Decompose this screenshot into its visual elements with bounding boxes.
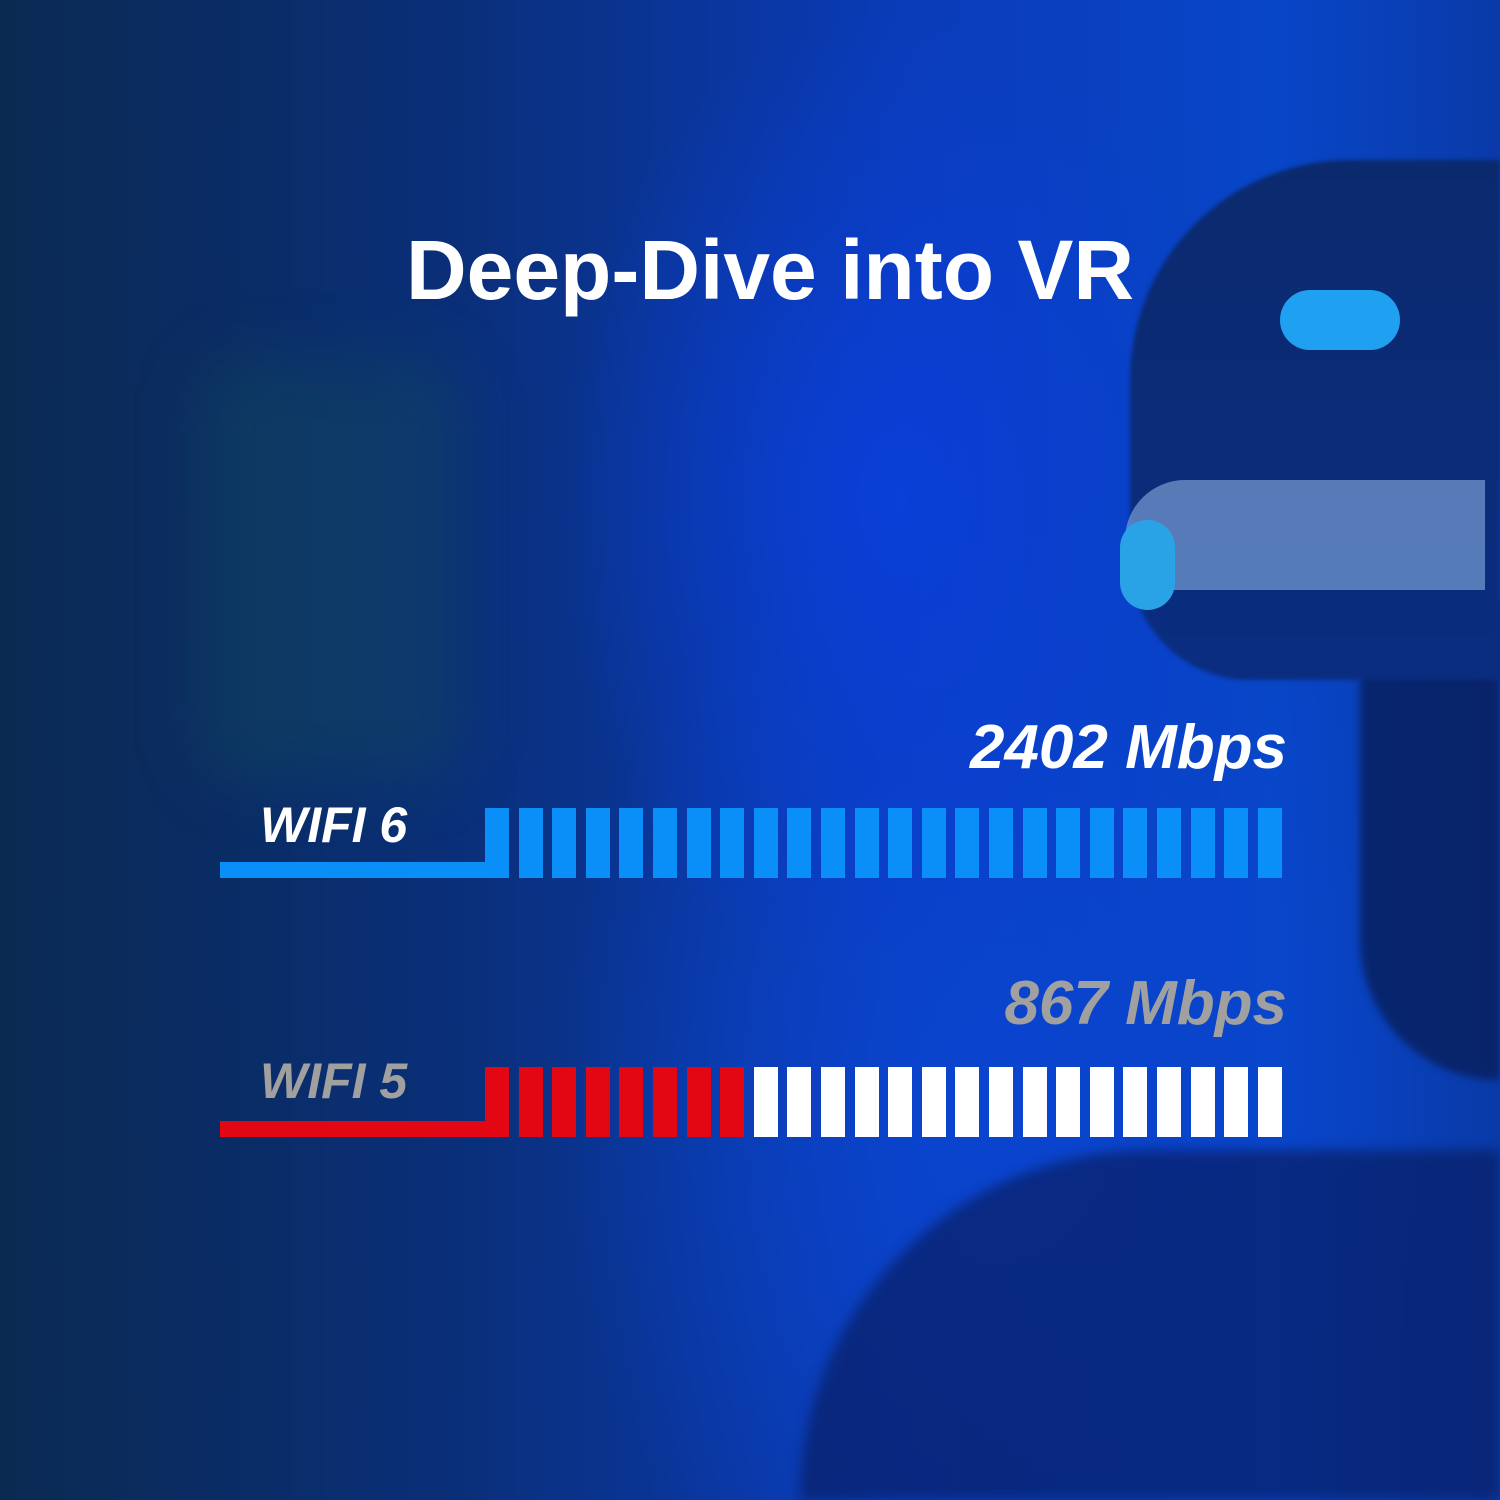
bar-segment-filled bbox=[720, 808, 745, 878]
bar-segment-filled bbox=[888, 808, 913, 878]
wifi6-speed: 2402 Mbps bbox=[969, 713, 1287, 782]
bar-segment-filled bbox=[821, 808, 845, 878]
bar-segment-empty bbox=[753, 1067, 778, 1137]
bar-segment-empty bbox=[989, 1067, 1013, 1137]
bar-segment-empty bbox=[921, 1067, 946, 1137]
bar-baseline bbox=[220, 1121, 509, 1137]
bar-segment-filled bbox=[552, 808, 577, 878]
bar-segment-filled bbox=[1022, 808, 1047, 878]
bar-segment-filled bbox=[1123, 808, 1148, 878]
bar-segment-filled bbox=[1089, 808, 1114, 878]
bar-segment-filled bbox=[619, 808, 644, 878]
vr-headset-light bbox=[1280, 290, 1400, 350]
bar-segment-filled bbox=[585, 1067, 610, 1137]
bar-segment-empty bbox=[1157, 1067, 1181, 1137]
page-title: Deep-Dive into VR bbox=[405, 223, 1135, 317]
bar-segment-empty bbox=[1190, 1067, 1215, 1137]
bar-segment-filled bbox=[921, 808, 946, 878]
bar-segment-filled bbox=[787, 808, 812, 878]
bar-segment-filled bbox=[1157, 808, 1181, 878]
bar-segment-filled bbox=[653, 808, 677, 878]
person-face bbox=[1360, 600, 1500, 1080]
bar-segment-filled bbox=[854, 808, 879, 878]
bar-segment-filled bbox=[686, 808, 711, 878]
vr-headset-band bbox=[1125, 480, 1485, 590]
vr-headset-side-light bbox=[1120, 520, 1175, 610]
bar-segment-filled bbox=[753, 808, 778, 878]
wifi6-label: WIFI 6 bbox=[260, 797, 408, 853]
wifi5-speed: 867 Mbps bbox=[1004, 969, 1287, 1038]
bar-segment-filled bbox=[518, 808, 543, 878]
bar-segment-filled bbox=[1056, 808, 1081, 878]
bar-segment-empty bbox=[1089, 1067, 1114, 1137]
bar-segment-empty bbox=[854, 1067, 879, 1137]
bar-segment-filled bbox=[1190, 808, 1215, 878]
bar-segment-filled bbox=[485, 808, 509, 878]
bar-segment-empty bbox=[955, 1067, 980, 1137]
bar-segment-filled bbox=[989, 808, 1013, 878]
bar-segment-filled bbox=[552, 1067, 577, 1137]
bar-baseline bbox=[220, 862, 509, 878]
bar-segment-filled bbox=[653, 1067, 677, 1137]
bar-segment-empty bbox=[888, 1067, 913, 1137]
bar-segment-empty bbox=[821, 1067, 845, 1137]
bar-segment-empty bbox=[1056, 1067, 1081, 1137]
bar-segment-filled bbox=[1257, 808, 1282, 878]
wifi5-label: WIFI 5 bbox=[260, 1053, 408, 1109]
bar-segment-empty bbox=[1022, 1067, 1047, 1137]
bar-segment-filled bbox=[1224, 808, 1249, 878]
bar-segment-empty bbox=[1123, 1067, 1148, 1137]
bar-segment-filled bbox=[518, 1067, 543, 1137]
bar-segment-filled bbox=[686, 1067, 711, 1137]
bar-segment-filled bbox=[585, 808, 610, 878]
bar-segment-empty bbox=[1224, 1067, 1249, 1137]
vr-headset bbox=[1130, 160, 1500, 680]
bar-segment-empty bbox=[787, 1067, 812, 1137]
bar-segment-filled bbox=[619, 1067, 644, 1137]
bar-segment-filled bbox=[955, 808, 980, 878]
bar-segment-filled bbox=[485, 1067, 509, 1137]
bar-segment-filled bbox=[720, 1067, 745, 1137]
person-shoulder bbox=[800, 1150, 1500, 1500]
bar-segment-empty bbox=[1257, 1067, 1282, 1137]
background-blur bbox=[200, 360, 460, 780]
